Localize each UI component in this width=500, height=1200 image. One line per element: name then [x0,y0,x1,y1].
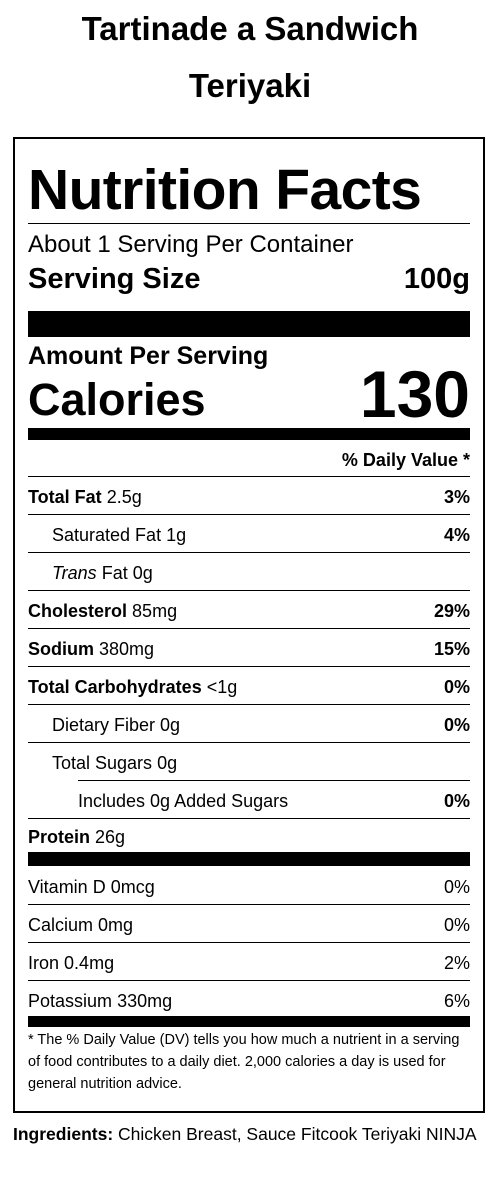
divider [28,590,470,591]
nutrient-dv: 15% [433,639,470,659]
nutrient-row-saturated-fat: Saturated Fat 1g 4% [28,516,470,554]
nutrient-dv: 29% [433,601,470,621]
nutrient-name: Includes 0g Added Sugars [78,791,289,811]
nutrient-amount: <1g [206,677,238,697]
divider [28,742,470,743]
nutrient-name: Total Carbohydrates [28,677,202,697]
nutrient-name: Total Sugars [52,753,153,773]
ingredients: Ingredients: Chicken Breast, Sauce Fitco… [13,1120,485,1148]
amount-per-serving: Amount Per Serving [28,342,269,370]
nutrient-row-trans-fat: Trans Fat 0g [28,554,470,592]
vitamin-name: Calcium [28,915,94,935]
nutrient-name: Cholesterol [28,601,128,621]
thick-divider [28,852,470,866]
vitamin-row-vitamin-d: Vitamin D 0mcg 0% [28,868,470,906]
ingredients-label: Ingredients: [13,1124,114,1144]
nutrient-dv: 0% [443,791,470,811]
calories-row: Calories 130 [28,361,470,431]
ingredients-text: Chicken Breast, Sauce Fitcook Teriyaki N… [118,1124,477,1144]
divider [28,514,470,515]
vitamin-dv: 2% [443,953,470,973]
vitamin-amount: 330mg [117,991,173,1011]
vitamin-name: Iron [28,953,60,973]
divider [28,980,470,981]
nutrient-amount: 1g [166,525,187,545]
nutrient-row-total-sugars: Total Sugars 0g [28,744,470,782]
nutrient-row-cholesterol: Cholesterol 85mg 29% [28,592,470,630]
serving-size-row: Serving Size 100g [28,262,470,296]
divider [28,223,470,224]
calories-value: 130 [359,357,470,431]
nutrient-row-sodium: Sodium 380mg 15% [28,630,470,668]
vitamin-row-calcium: Calcium 0mg 0% [28,906,470,944]
nutrient-row-added-sugars: Includes 0g Added Sugars 0% [28,782,470,820]
divider [28,666,470,667]
divider [28,818,470,819]
nutrient-dv: 0% [443,715,470,735]
divider [78,780,470,781]
nutrition-label: Nutrition Facts About 1 Serving Per Cont… [13,137,485,1113]
divider [28,476,470,477]
divider [28,942,470,943]
nutrient-amount: 26g [95,827,126,847]
daily-value-header: % Daily Value * [341,450,470,470]
product-title-line1: Tartinade a Sandwich [81,10,419,47]
nutrient-amount: 0g [160,715,181,735]
nutrient-dv: 4% [443,525,470,545]
vitamin-row-potassium: Potassium 330mg 6% [28,982,470,1020]
nutrient-name: Sodium [28,639,94,659]
serving-size-label: Serving Size [28,263,201,295]
product-title-line2: Teriyaki [188,67,312,104]
nutrient-name: Protein [28,827,91,847]
nutrient-row-total-carbohydrates: Total Carbohydrates <1g 0% [28,668,470,706]
divider [28,904,470,905]
nutrient-amount: 380mg [99,639,155,659]
nutrient-amount: 0g [157,753,178,773]
nutrient-name: Fat [101,563,128,583]
nutrient-dv: 0% [443,677,470,697]
vitamin-row-iron: Iron 0.4mg 2% [28,944,470,982]
thick-divider [28,311,470,337]
vitamin-dv: 0% [443,915,470,935]
calories-label: Calories [28,374,206,425]
medium-divider [28,1016,470,1027]
vitamin-name: Potassium [28,991,113,1011]
nutrient-amount: 2.5g [106,487,142,507]
vitamin-amount: 0mg [98,915,134,935]
nutrition-facts-heading: Nutrition Facts [28,158,422,222]
divider [28,552,470,553]
vitamin-dv: 6% [443,991,470,1011]
nutrient-name: Dietary Fiber [52,715,156,735]
nutrient-name: Total Fat [28,487,102,507]
vitamin-amount: 0.4mg [64,953,115,973]
divider [28,704,470,705]
vitamin-amount: 0mcg [110,877,155,897]
nutrient-amount: 0g [132,563,153,583]
servings-per-container: About 1 Serving Per Container [28,231,354,258]
nutrient-row-protein: Protein 26g [28,818,470,856]
medium-divider [28,428,470,440]
vitamin-name: Vitamin D [28,877,106,897]
nutrient-name-prefix: Trans [52,563,97,583]
serving-size-value: 100g [403,263,470,295]
daily-value-footnote: * The % Daily Value (DV) tells you how m… [28,1032,460,1092]
divider [28,628,470,629]
nutrient-name: Saturated Fat [52,525,162,545]
nutrient-dv: 3% [443,487,470,507]
nutrient-row-total-fat: Total Fat 2.5g 3% [28,478,470,516]
nutrient-row-dietary-fiber: Dietary Fiber 0g 0% [28,706,470,744]
nutrient-amount: 85mg [132,601,178,621]
vitamin-dv: 0% [443,877,470,897]
